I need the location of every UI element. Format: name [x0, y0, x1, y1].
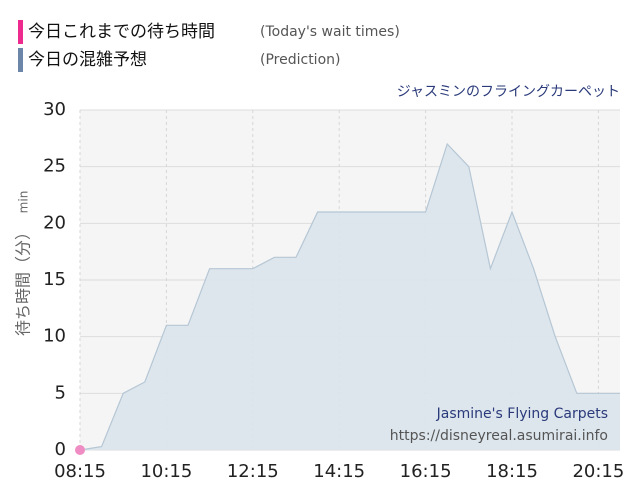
- x-tick-label: 10:15: [140, 461, 192, 482]
- area-fill: [80, 144, 620, 450]
- x-tick-label: 14:15: [313, 461, 365, 482]
- annotation: Jasmine's Flying Carpets: [436, 406, 608, 422]
- x-tick-label: 16:15: [400, 461, 452, 482]
- y-axis-label: 待ち時間（分）: [14, 224, 33, 336]
- annotation: https://disneyreal.asumirai.info: [390, 428, 608, 444]
- y-axis-title: 待ち時間（分） min: [14, 191, 33, 336]
- y-tick-label: 10: [43, 326, 66, 347]
- data-point: [75, 445, 85, 455]
- legend-label: 今日これまでの待ち時間: [28, 22, 215, 42]
- legend-note: (Prediction): [260, 52, 340, 68]
- y-tick-label: 0: [55, 439, 66, 460]
- x-tick-label: 20:15: [572, 461, 624, 482]
- legend-swatch: [18, 48, 23, 72]
- y-tick-label: 15: [43, 269, 66, 290]
- y-tick-label: 20: [43, 212, 66, 233]
- y-axis-unit: min: [17, 191, 31, 214]
- y-tick-label: 30: [43, 99, 66, 120]
- legend-note: (Today's wait times): [260, 24, 400, 40]
- legend-swatch: [18, 20, 23, 44]
- x-tick-label: 12:15: [227, 461, 279, 482]
- y-tick-label: 25: [43, 156, 66, 177]
- chart-title: ジャスミンのフライングカーペット: [397, 84, 620, 100]
- x-tick-label: 18:15: [486, 461, 538, 482]
- y-tick-label: 5: [55, 382, 66, 403]
- legend-label: 今日の混雑予想: [28, 50, 147, 70]
- area-line: [79, 142, 620, 451]
- x-tick-label: 08:15: [54, 461, 106, 482]
